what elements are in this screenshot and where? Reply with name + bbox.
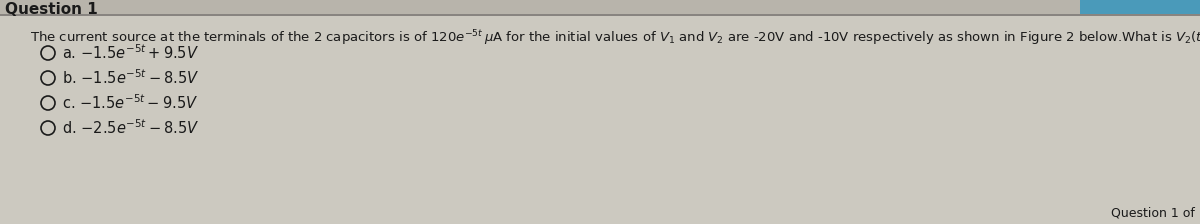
Bar <box>0 0 1200 14</box>
Text: d. $-2.5e^{-5t} - 8.5V$: d. $-2.5e^{-5t} - 8.5V$ <box>62 119 199 137</box>
Bar <box>0 14 1200 16</box>
FancyBboxPatch shape <box>1080 0 1200 14</box>
Text: c. $-1.5e^{-5t} - 9.5V$: c. $-1.5e^{-5t} - 9.5V$ <box>62 94 198 112</box>
Text: b. $-1.5e^{-5t} - 8.5V$: b. $-1.5e^{-5t} - 8.5V$ <box>62 69 199 87</box>
Text: a. $-1.5e^{-5t} + 9.5V$: a. $-1.5e^{-5t} + 9.5V$ <box>62 44 199 62</box>
Text: The current source at the terminals of the 2 capacitors is of $120e^{-5t}\,\mu$A: The current source at the terminals of t… <box>30 28 1200 48</box>
Text: Question 1: Question 1 <box>5 2 97 17</box>
Text: Question 1 of: Question 1 of <box>1111 206 1195 219</box>
